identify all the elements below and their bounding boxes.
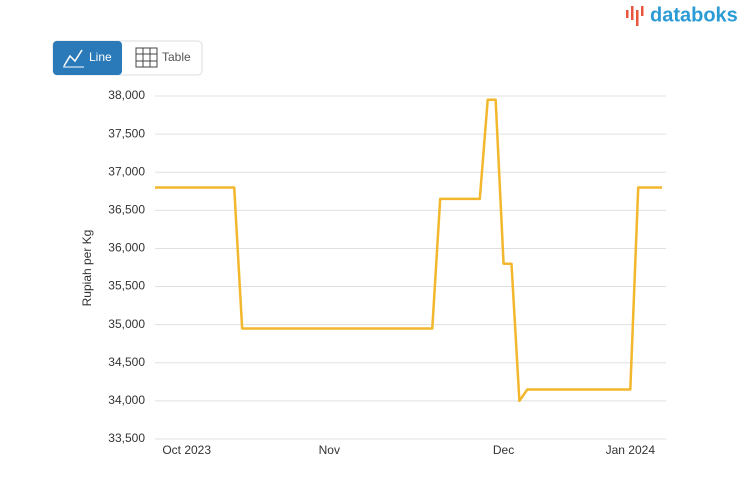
y-tick-label: 38,000	[108, 88, 145, 102]
table-icon	[135, 47, 158, 68]
y-tick-label: 34,000	[108, 393, 145, 407]
y-tick-label: 37,500	[108, 126, 145, 140]
y-tick-label: 36,000	[108, 241, 145, 255]
y-tick-label: 33,500	[108, 431, 145, 445]
y-tick-label: 35,500	[108, 279, 145, 293]
x-tick-label: Nov	[319, 443, 340, 457]
line-icon	[63, 49, 83, 67]
y-tick-label: 35,000	[108, 317, 145, 331]
y-tick-label: 36,500	[108, 203, 145, 217]
x-tick-label: Oct 2023	[162, 443, 211, 457]
logo-icon	[626, 6, 644, 26]
view-toggle: Line Table	[52, 40, 203, 76]
x-tick-label: Jan 2024	[606, 443, 656, 457]
data-line	[155, 98, 662, 403]
table-button-label[interactable]: Table	[162, 50, 191, 64]
y-axis-title: Rupiah per Kg	[80, 230, 94, 307]
line-button-label[interactable]: Line	[89, 50, 112, 64]
x-tick-label: Dec	[493, 443, 514, 457]
y-tick-label: 37,000	[108, 164, 145, 178]
y-tick-label: 34,500	[108, 355, 145, 369]
logo: databoks	[650, 4, 738, 26]
